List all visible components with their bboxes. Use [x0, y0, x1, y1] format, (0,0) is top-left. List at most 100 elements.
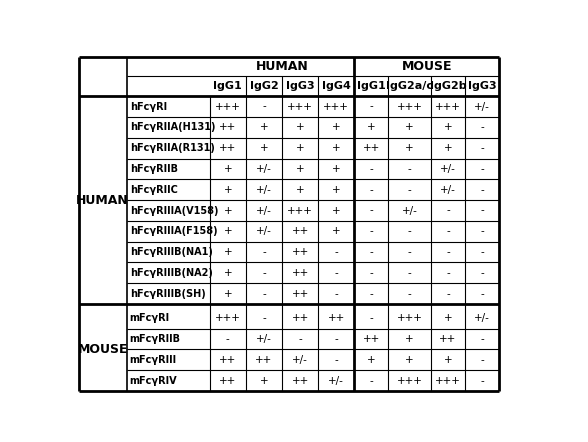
Text: hFcγRIIIA(V158): hFcγRIIIA(V158) [129, 206, 218, 216]
Text: -: - [369, 268, 373, 278]
Text: -: - [262, 247, 266, 257]
Text: -: - [335, 334, 338, 344]
Text: +++: +++ [288, 206, 313, 216]
Text: -: - [298, 334, 302, 344]
Text: IgG2: IgG2 [250, 81, 278, 91]
Text: -: - [446, 268, 450, 278]
Text: IgG1: IgG1 [213, 81, 242, 91]
Text: mFcγRIIB: mFcγRIIB [129, 334, 181, 344]
Text: hFcγRIIIB(NA2): hFcγRIIIB(NA2) [129, 268, 212, 278]
Text: ++: ++ [292, 376, 309, 386]
Text: +++: +++ [215, 102, 240, 111]
Text: +: + [444, 122, 452, 132]
Text: +: + [223, 289, 232, 299]
Text: IgG4: IgG4 [322, 81, 351, 91]
Text: +: + [260, 122, 268, 132]
Text: ++: ++ [292, 268, 309, 278]
Text: -: - [480, 122, 484, 132]
Text: MOUSE: MOUSE [402, 60, 452, 73]
Text: -: - [407, 247, 412, 257]
Text: hFcγRIIIA(F158): hFcγRIIIA(F158) [129, 226, 217, 236]
Text: +++: +++ [288, 102, 313, 111]
Text: +: + [296, 122, 305, 132]
Text: +: + [444, 355, 452, 365]
Text: HUMAN: HUMAN [76, 194, 129, 206]
Text: +: + [332, 164, 340, 174]
Text: -: - [262, 268, 266, 278]
Text: -: - [480, 206, 484, 216]
Text: -: - [480, 164, 484, 174]
Text: +/-: +/- [402, 206, 417, 216]
Text: -: - [407, 268, 412, 278]
Text: +: + [367, 355, 376, 365]
Text: -: - [407, 226, 412, 236]
Text: ++: ++ [219, 143, 236, 153]
Text: +: + [296, 143, 305, 153]
Text: mFcγRI: mFcγRI [129, 313, 170, 323]
Text: +++: +++ [215, 313, 240, 323]
Text: IgG3: IgG3 [468, 81, 497, 91]
Text: +: + [332, 122, 340, 132]
Text: hFcγRIIA(R131): hFcγRIIA(R131) [129, 143, 215, 153]
Text: +/-: +/- [440, 185, 456, 195]
Text: -: - [446, 247, 450, 257]
Text: -: - [407, 289, 412, 299]
Text: ++: ++ [439, 334, 457, 344]
Text: -: - [446, 226, 450, 236]
Text: +: + [444, 143, 452, 153]
Text: hFcγRIIIB(NA1): hFcγRIIIB(NA1) [129, 247, 212, 257]
Text: hFcγRIIC: hFcγRIIC [129, 185, 178, 195]
Text: -: - [335, 268, 338, 278]
Text: -: - [369, 206, 373, 216]
Text: +++: +++ [435, 376, 461, 386]
Text: IgG2a/c: IgG2a/c [386, 81, 433, 91]
Text: +/-: +/- [256, 334, 272, 344]
Text: +++: +++ [396, 376, 422, 386]
Text: -: - [369, 102, 373, 111]
Text: +: + [332, 185, 340, 195]
Text: -: - [369, 164, 373, 174]
Text: +/-: +/- [440, 164, 456, 174]
Text: +: + [332, 206, 340, 216]
Text: -: - [407, 185, 412, 195]
Text: -: - [335, 289, 338, 299]
Text: +: + [444, 313, 452, 323]
Text: IgG3: IgG3 [286, 81, 315, 91]
Text: ++: ++ [328, 313, 345, 323]
Text: ++: ++ [363, 143, 380, 153]
Text: +: + [405, 355, 414, 365]
Text: +: + [296, 164, 305, 174]
Text: -: - [262, 102, 266, 111]
Text: ++: ++ [292, 289, 309, 299]
Text: ++: ++ [363, 334, 380, 344]
Text: +: + [405, 122, 414, 132]
Text: hFcγRIIA(H131): hFcγRIIA(H131) [129, 122, 215, 132]
Text: +: + [405, 143, 414, 153]
Text: ++: ++ [292, 247, 309, 257]
Text: +: + [223, 164, 232, 174]
Text: -: - [480, 334, 484, 344]
Text: -: - [335, 247, 338, 257]
Text: hFcγRIIB: hFcγRIIB [129, 164, 178, 174]
Text: -: - [480, 226, 484, 236]
Text: +: + [332, 143, 340, 153]
Text: +/-: +/- [256, 206, 272, 216]
Text: ++: ++ [219, 376, 236, 386]
Text: -: - [369, 376, 373, 386]
Text: hFcγRIIIB(SH): hFcγRIIIB(SH) [129, 289, 205, 299]
Text: +/-: +/- [256, 185, 272, 195]
Text: -: - [480, 355, 484, 365]
Text: -: - [262, 313, 266, 323]
Text: +: + [260, 376, 268, 386]
Text: -: - [446, 206, 450, 216]
Text: +: + [260, 143, 268, 153]
Text: -: - [480, 247, 484, 257]
Text: -: - [369, 313, 373, 323]
Text: -: - [369, 289, 373, 299]
Text: -: - [480, 143, 484, 153]
Text: ++: ++ [219, 122, 236, 132]
Text: HUMAN: HUMAN [256, 60, 309, 73]
Text: +: + [223, 185, 232, 195]
Text: +/-: +/- [292, 355, 308, 365]
Text: +: + [296, 185, 305, 195]
